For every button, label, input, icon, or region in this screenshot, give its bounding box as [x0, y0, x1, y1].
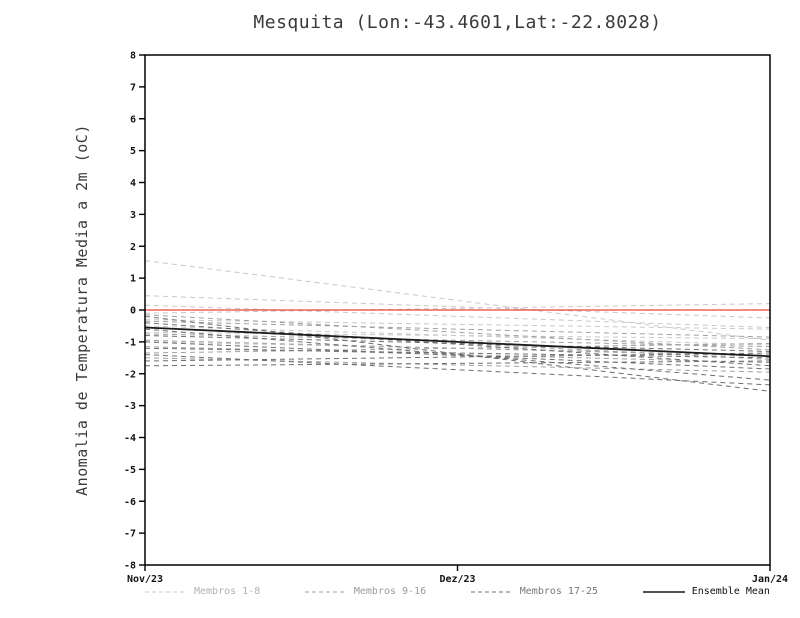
- legend-label: Membros 17-25: [519, 586, 599, 597]
- member-line: [144, 315, 771, 392]
- y-tick-label: 7: [130, 82, 136, 93]
- x-tick-label: Nov/23: [127, 574, 163, 585]
- y-tick-label: 2: [130, 242, 136, 253]
- y-tick-label: -1: [124, 337, 136, 348]
- member-line: [144, 304, 771, 329]
- y-tick-label: -3: [124, 401, 136, 412]
- legend-item: Ensemble Mean: [642, 586, 770, 597]
- legend-line-sample: [470, 591, 513, 592]
- plot-frame: [144, 54, 771, 566]
- member-line: [144, 295, 771, 319]
- y-tick-label: 4: [130, 178, 136, 189]
- legend-item: Membros 9-16: [304, 586, 427, 597]
- y-tick-label: 0: [130, 306, 136, 317]
- x-tick-label: Jan/24: [752, 574, 788, 585]
- chart-title: Mesquita (Lon:-43.4601,Lat:-22.8028): [253, 12, 662, 33]
- legend-label: Ensemble Mean: [691, 586, 770, 597]
- y-tick-label: 6: [130, 114, 136, 125]
- y-tick-label: -2: [124, 369, 136, 380]
- legend: Membros 1-8 Membros 9-16 Membros 17-25 Ense…: [145, 586, 770, 597]
- y-tick-label: -7: [124, 529, 136, 540]
- legend-line-sample: [145, 591, 187, 592]
- legend-item: Membros 1-8: [145, 586, 260, 597]
- y-tick-label: -6: [124, 497, 136, 508]
- y-tick-label: 8: [130, 51, 136, 62]
- y-tick-label: 5: [130, 146, 136, 157]
- legend-line-sample: [642, 590, 685, 593]
- y-tick-label: -4: [124, 433, 136, 444]
- y-tick-label: 3: [130, 210, 136, 221]
- y-tick-label: -5: [124, 465, 136, 476]
- y-tick-label: -8: [124, 561, 136, 572]
- x-tick-label: Dez/23: [439, 574, 475, 585]
- legend-label: Membros 1-8: [194, 586, 261, 597]
- legend-item: Membros 17-25: [470, 586, 599, 597]
- ensemble-mean-line: [144, 326, 771, 358]
- legend-label: Membros 9-16: [353, 586, 427, 597]
- legend-line-sample: [304, 591, 347, 592]
- member-line: [144, 328, 771, 381]
- member-line: [144, 322, 771, 367]
- y-tick-label: 1: [130, 274, 136, 285]
- member-line: [144, 260, 771, 341]
